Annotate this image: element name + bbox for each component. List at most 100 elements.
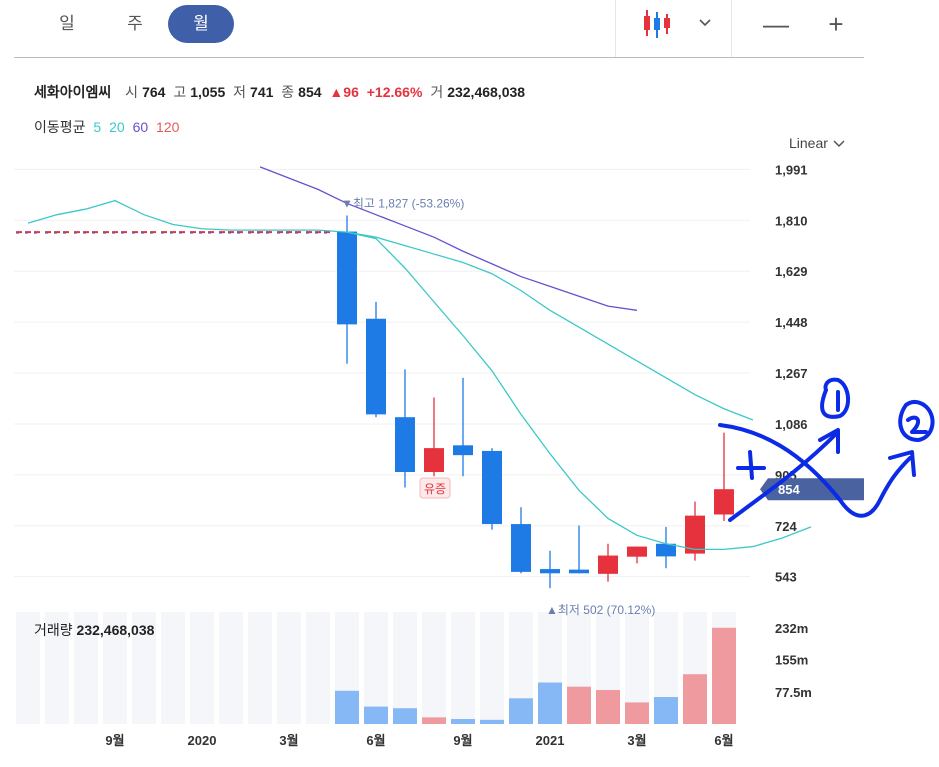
volume-bar (596, 689, 620, 724)
volume-slot (248, 612, 272, 724)
ma-20-line (346, 231, 754, 421)
high-label: 고 (173, 84, 187, 100)
volume-tick-label: 155m (775, 653, 808, 668)
scale-selector[interactable]: Linear (789, 135, 846, 151)
candle-body (714, 489, 734, 515)
candle-body (569, 569, 589, 574)
y-tick-label: 1,810 (775, 213, 808, 228)
y-tick-label: 543 (775, 570, 797, 585)
volume-bar (567, 686, 591, 724)
x-tick-label: 3월 (279, 733, 298, 748)
candle-body (366, 318, 386, 415)
high-annotation: ▼최고 1,827 (-53.26%) (341, 197, 464, 211)
ma-5-label: 5 (93, 119, 102, 135)
volume-slot (567, 612, 591, 724)
flat-candles (16, 231, 330, 234)
volume-slot (480, 612, 504, 724)
ma-60-label: 60 (132, 119, 149, 135)
volume-slot (509, 612, 533, 724)
high-value: 1,055 (190, 84, 226, 100)
candle-body (337, 231, 357, 325)
numeral-2 (906, 415, 928, 434)
quote-bar: 세화아이엠씨 시 764 고 1,055 저 741 종 854 ▲96 +12.66%… (34, 82, 529, 102)
volume-slot (364, 612, 388, 724)
toolbar-divider (615, 0, 616, 57)
price-axis: 1,991 1,810 1,629 1,448 1,267 1,086 905 724 543 (775, 162, 808, 584)
tab-day[interactable]: 일 (59, 14, 75, 33)
ma-5-line (27, 199, 812, 551)
volume-bar (335, 690, 359, 724)
x-tick-label: 9월 (453, 733, 472, 748)
volume-slot (596, 612, 620, 724)
chevron-down-icon[interactable] (692, 6, 718, 42)
volume-bar (683, 674, 707, 724)
ma-label: 이동평균 (34, 119, 86, 135)
volume-bar (364, 706, 388, 724)
x-tick-label: 2021 (536, 733, 565, 748)
candle-body (598, 555, 618, 574)
arrow-2-line (718, 423, 912, 518)
volume-bar (422, 717, 446, 724)
moving-average-legend[interactable]: 이동평균 5 20 60 120 (34, 117, 183, 137)
low-label: 저 (233, 84, 247, 100)
arrow-1-head (818, 428, 840, 454)
volume-bar (654, 697, 678, 724)
close-label: 종 (281, 84, 295, 100)
plus-vertical (748, 450, 754, 480)
open-value: 764 (142, 84, 166, 100)
volume-slot (625, 612, 649, 724)
candles (337, 215, 734, 589)
current-price-label: 854 (778, 482, 800, 497)
open-label: 시 (125, 84, 139, 100)
circle-2 (898, 400, 935, 442)
change-value: 96 (343, 84, 359, 100)
tab-week[interactable]: 주 (127, 14, 143, 33)
zoom-in-button[interactable]: + (828, 9, 844, 39)
y-tick-label: 724 (775, 519, 797, 534)
volume-slot (451, 612, 475, 724)
volume-bar (625, 702, 649, 724)
circle-1 (820, 377, 850, 419)
toolbar-divider (731, 0, 732, 57)
toolbar-divider (14, 57, 864, 58)
volume-slot (219, 612, 243, 724)
volume-slot (393, 612, 417, 724)
volume-tick-label: 77.5m (775, 685, 812, 700)
candle-body (395, 417, 415, 473)
volume-slot (538, 612, 562, 724)
x-tick-label: 6월 (714, 733, 733, 748)
ma-20-label: 20 (109, 119, 125, 135)
ma-120-label: 120 (156, 119, 180, 135)
candle-body (685, 515, 705, 554)
volume-slot (335, 612, 359, 724)
volume-slot (422, 612, 446, 724)
arrow-1-line (728, 430, 840, 522)
volume-bar (480, 719, 504, 724)
change-arrow-icon: ▲ (329, 84, 344, 100)
candlestick-icon[interactable] (632, 6, 682, 42)
candle-body (511, 524, 531, 572)
volume-slot (277, 612, 301, 724)
zoom-out-button[interactable]: — (763, 9, 789, 39)
ma-lines (27, 166, 812, 551)
change-percent: +12.66% (366, 84, 423, 100)
current-price-tag (760, 478, 864, 501)
x-tick-label: 3월 (627, 733, 646, 748)
event-badge (419, 477, 451, 499)
candle-body (627, 546, 647, 557)
candle-body (540, 569, 560, 574)
candle-body (453, 445, 473, 456)
stock-name: 세화아이엠씨 (34, 84, 112, 100)
volume-tick-label: 232m (775, 621, 808, 636)
price-grid (14, 168, 750, 578)
event-badge-label: 유증 (424, 482, 446, 496)
candle-body (656, 543, 676, 557)
volume-title: 거래량 232,468,038 (34, 620, 154, 640)
volume-slot (654, 612, 678, 724)
volume-slot (306, 612, 330, 724)
ma-60-line (259, 166, 638, 311)
volume-slot (190, 612, 214, 724)
volume-bar (393, 708, 417, 724)
tab-month[interactable]: 월 (168, 5, 234, 43)
